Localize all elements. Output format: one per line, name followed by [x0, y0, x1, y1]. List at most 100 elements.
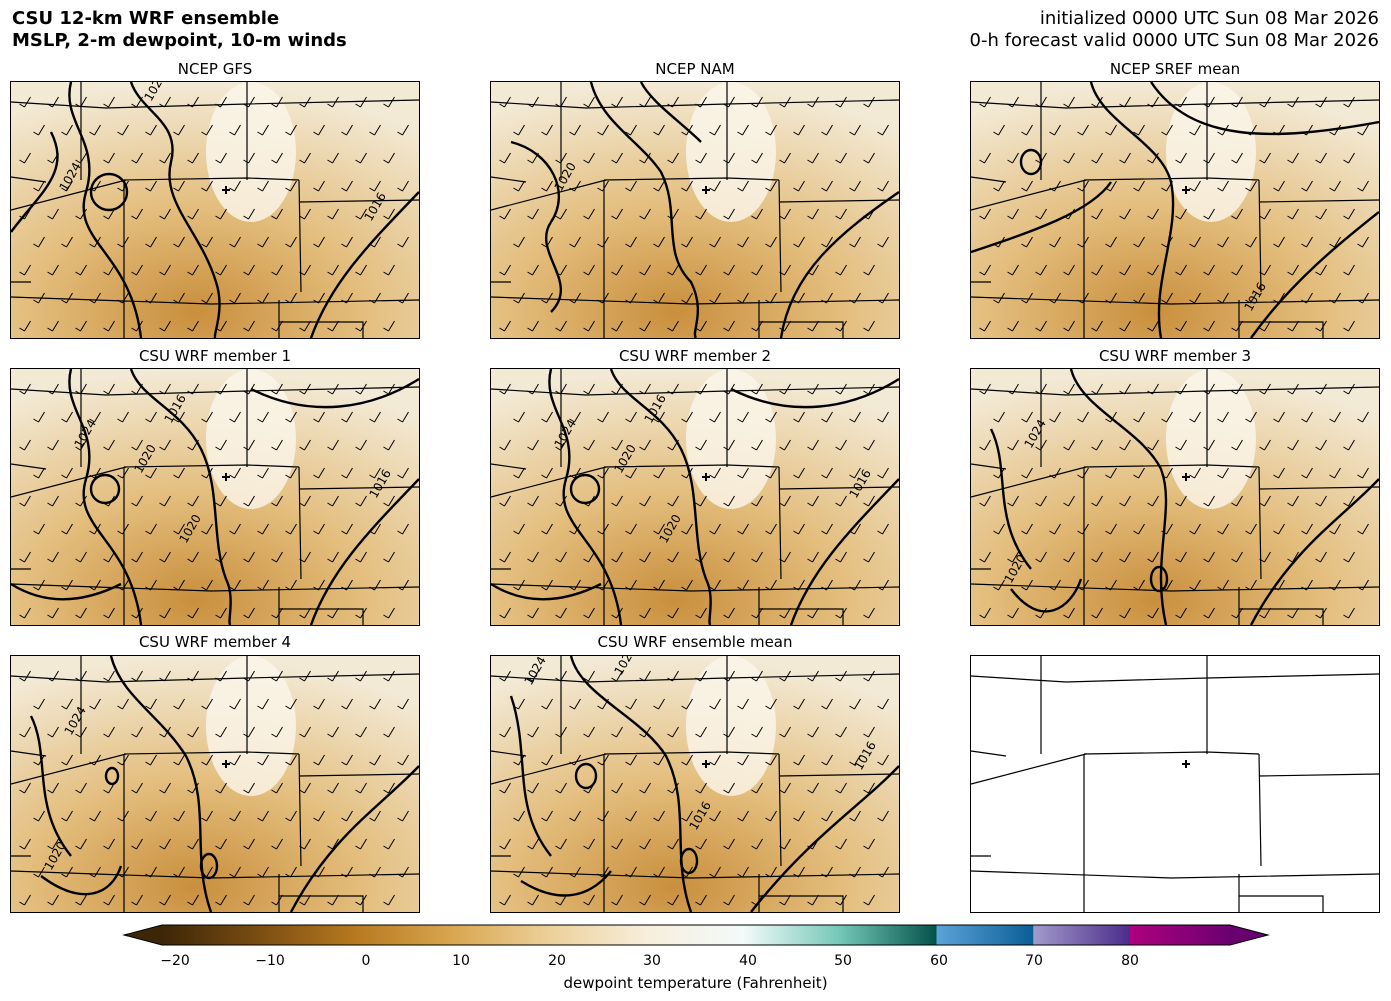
- wind-barb: [611, 838, 623, 850]
- wind-barb: [979, 383, 991, 395]
- wind-barb: [681, 810, 693, 822]
- wind-barb: [341, 236, 353, 248]
- wind-barb: [355, 96, 367, 108]
- wind-barb: [19, 838, 31, 850]
- state-border: [603, 751, 780, 755]
- wind-barb: [695, 439, 707, 451]
- wind-barb: [1315, 495, 1327, 507]
- wind-barb: [1245, 467, 1257, 479]
- wind-barb: [499, 264, 511, 276]
- panel-title-member2: CSU WRF member 2: [618, 347, 772, 365]
- wind-barb: [821, 236, 833, 248]
- denver-marker: [702, 760, 710, 768]
- wind-barb: [201, 579, 213, 591]
- wind-barb: [863, 894, 875, 906]
- wind-barb: [159, 782, 171, 794]
- wind-barb: [327, 726, 339, 738]
- wind-barb: [499, 495, 511, 507]
- state-border: [1083, 751, 1260, 755]
- wind-barb: [1035, 320, 1047, 332]
- wind-barb: [597, 124, 609, 136]
- wind-barb: [285, 180, 297, 192]
- wind-barb: [1091, 208, 1103, 220]
- wind-barb: [695, 208, 707, 220]
- wind-barb: [1105, 411, 1117, 423]
- wind-barb: [243, 495, 255, 507]
- wind-barb: [527, 607, 539, 619]
- wind-barb: [19, 670, 31, 682]
- wind-barb: [1119, 607, 1131, 619]
- wind-barb: [1175, 495, 1187, 507]
- state-border: [778, 773, 899, 777]
- wind-barb: [299, 894, 311, 906]
- wind-barb: [1301, 467, 1313, 479]
- map-panel-gfs: 1024 1016 1020: [10, 81, 420, 339]
- wind-barb: [33, 810, 45, 822]
- wind-barb: [541, 754, 553, 766]
- wind-barb: [639, 152, 651, 164]
- isobar: [309, 478, 419, 625]
- wind-barb: [807, 607, 819, 619]
- wind-barb: [1049, 523, 1061, 535]
- state-borders: [11, 82, 419, 338]
- isobar: [104, 766, 120, 786]
- wind-barb: [1063, 152, 1075, 164]
- wind-barb: [61, 810, 73, 822]
- wind-barb: [229, 236, 241, 248]
- wind-barb: [639, 320, 651, 332]
- state-border: [971, 750, 1007, 757]
- map-panel-nam: 1020: [490, 81, 900, 339]
- mslp-contours: [510, 82, 899, 338]
- wind-barb: [1343, 208, 1355, 220]
- wind-barb: [257, 698, 269, 710]
- state-border: [1239, 321, 1324, 338]
- wind-barb: [583, 96, 595, 108]
- wind-barb: [499, 551, 511, 563]
- wind-barb: [75, 782, 87, 794]
- state-border: [778, 179, 782, 293]
- isobar: [679, 847, 699, 875]
- wind-barb: [1203, 264, 1215, 276]
- wind-barb: [877, 124, 889, 136]
- wind-barb: [145, 180, 157, 192]
- wind-barb: [1259, 152, 1271, 164]
- wind-barb: [103, 726, 115, 738]
- wind-barb: [19, 264, 31, 276]
- isobar: [509, 695, 552, 857]
- state-border: [491, 99, 899, 109]
- wind-barb: [47, 782, 59, 794]
- state-border: [971, 179, 1087, 211]
- wind-barb: [285, 467, 297, 479]
- wind-barb: [709, 411, 721, 423]
- wind-barb: [397, 754, 409, 766]
- wind-barb: [341, 523, 353, 535]
- wind-barb: [583, 439, 595, 451]
- wind-barb: [355, 551, 367, 563]
- state-border: [11, 179, 127, 211]
- wind-barb: [625, 124, 637, 136]
- wind-barb: [1105, 124, 1117, 136]
- wind-barb: [653, 467, 665, 479]
- wind-barb: [1343, 383, 1355, 395]
- wind-barb: [299, 782, 311, 794]
- wind-barb: [397, 236, 409, 248]
- wind-barb: [835, 208, 847, 220]
- mslp-contours: [29, 656, 419, 912]
- wind-barb: [1245, 411, 1257, 423]
- wind-barb: [271, 96, 283, 108]
- wind-barb: [779, 152, 791, 164]
- colorbar-max-arrow: [1230, 925, 1268, 945]
- wind-barb: [569, 236, 581, 248]
- wind-barb: [1343, 495, 1355, 507]
- wind-barb: [1287, 495, 1299, 507]
- wind-barb: [1021, 411, 1033, 423]
- wind-barb: [229, 579, 241, 591]
- wind-barb: [1189, 579, 1201, 591]
- wind-barb: [1063, 551, 1075, 563]
- state-border: [971, 296, 1379, 305]
- wind-barb: [793, 236, 805, 248]
- wind-barb: [19, 96, 31, 108]
- wind-barb: [863, 838, 875, 850]
- wind-barb: [1133, 124, 1145, 136]
- wind-barb: [299, 439, 311, 451]
